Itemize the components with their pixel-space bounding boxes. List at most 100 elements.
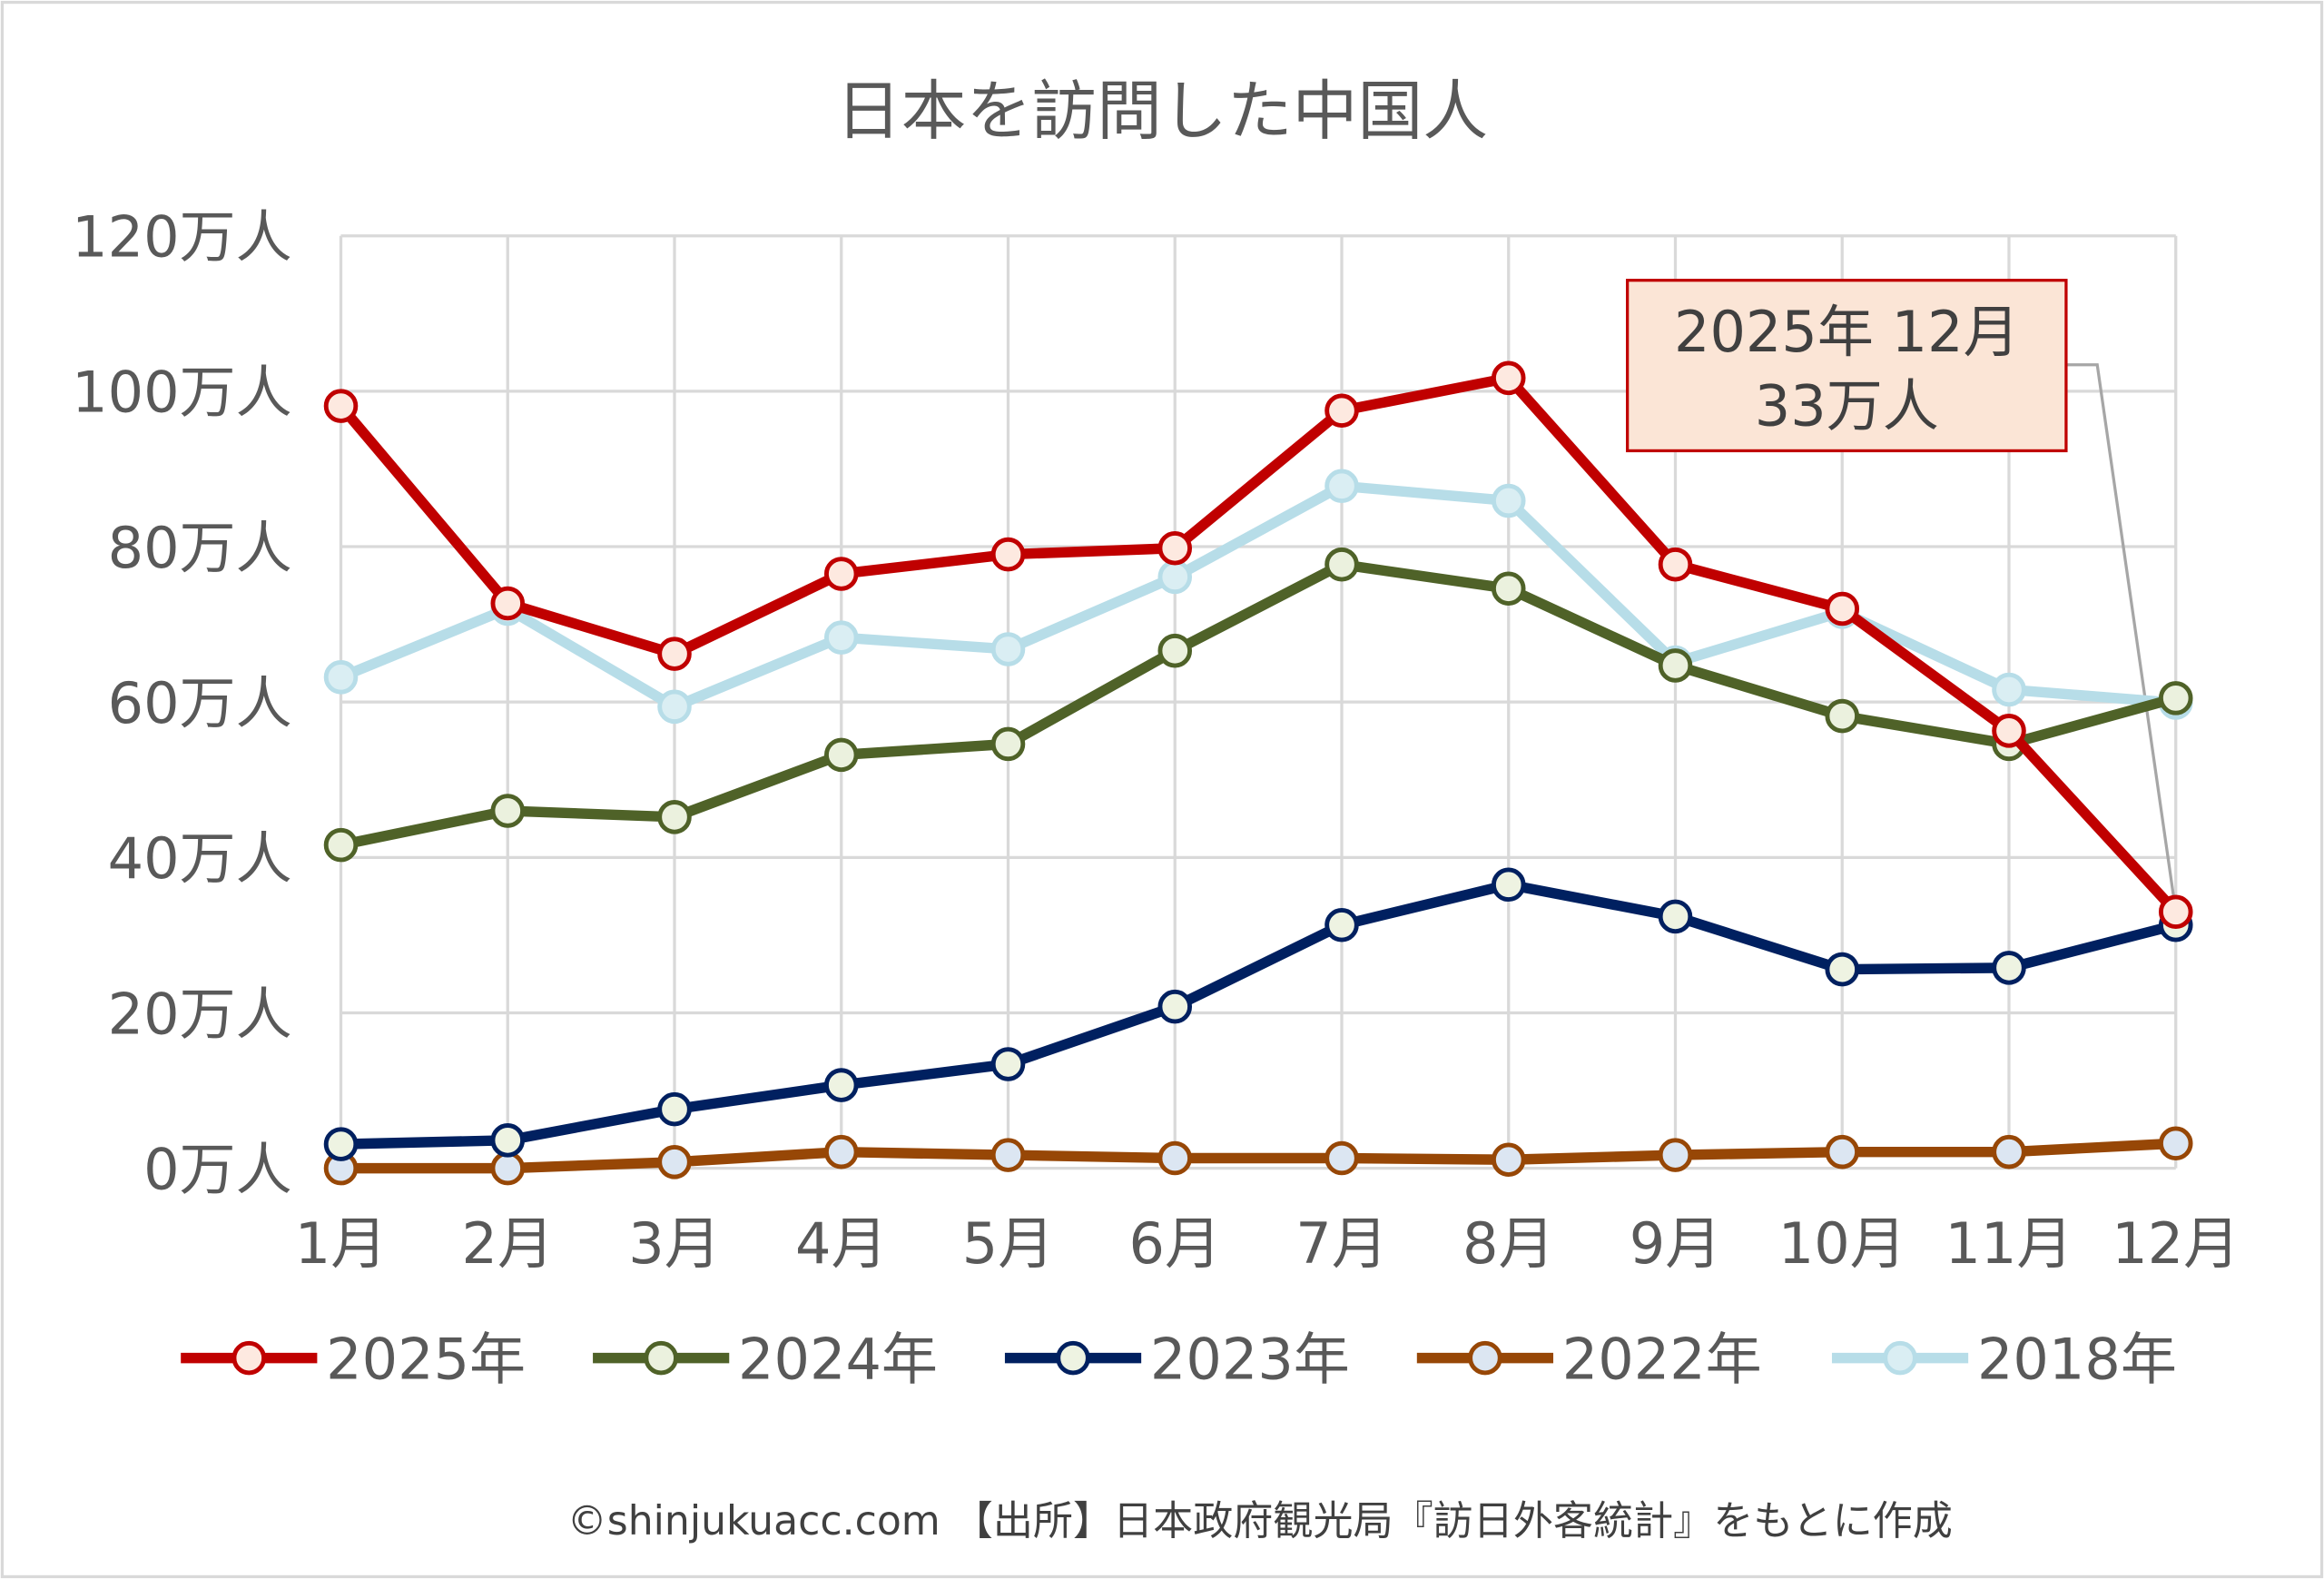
data-point xyxy=(1157,530,1193,566)
data-point xyxy=(990,1047,1026,1081)
annotation-callout: 2025年 12月 33万人 xyxy=(1626,279,2068,453)
x-tick-label: 12月 xyxy=(2112,1210,2240,1277)
annotation-line2: 33万人 xyxy=(1755,373,1939,439)
series-line xyxy=(340,558,2178,851)
data-point xyxy=(657,1145,692,1179)
data-point xyxy=(990,726,1026,762)
data-point xyxy=(990,632,1026,666)
data-point xyxy=(823,620,859,655)
data-point xyxy=(323,660,359,695)
data-point xyxy=(2158,1126,2193,1161)
data-point xyxy=(990,1138,1026,1172)
data-point xyxy=(1157,559,1193,595)
x-tick-label: 6月 xyxy=(1128,1210,1221,1277)
data-point xyxy=(1491,483,1526,518)
data-point xyxy=(2158,681,2193,715)
y-tick-label: 120万人 xyxy=(72,204,291,271)
data-point xyxy=(1491,1142,1526,1178)
data-point xyxy=(1324,547,1359,582)
x-tick-label: 2月 xyxy=(462,1210,555,1277)
data-point xyxy=(1157,989,1193,1024)
y-tick-label: 40万人 xyxy=(108,825,292,892)
legend-label: 2024年 xyxy=(738,1326,938,1392)
legend-item: 2018年 xyxy=(1831,1326,2177,1392)
legend-label: 2018年 xyxy=(1977,1326,2177,1392)
legend-marker xyxy=(231,1340,267,1376)
data-point xyxy=(1157,633,1193,668)
y-axis: 0万人 20万人 40万人 60万人 80万人 100万人 120万人 xyxy=(72,204,291,1203)
legend-label: 2025年 xyxy=(326,1326,526,1392)
x-tick-label: 5月 xyxy=(962,1210,1055,1277)
series-layer xyxy=(323,360,2193,1186)
data-point xyxy=(1658,1138,1693,1172)
series-2022 xyxy=(323,1126,2193,1186)
x-tick-label: 1月 xyxy=(295,1210,387,1277)
series-line xyxy=(337,372,2180,916)
series-2023 xyxy=(323,867,2193,1161)
data-point xyxy=(657,1091,692,1127)
data-point xyxy=(1825,698,1860,734)
data-point xyxy=(490,1123,526,1158)
series-line xyxy=(340,879,2178,1150)
data-point xyxy=(1825,952,1860,987)
data-point xyxy=(1825,591,1860,627)
x-axis: 1月 2月 3月 4月 5月 6月 7月 8月 9月 10月 11月 12月 xyxy=(295,1210,2240,1277)
legend-label: 2022年 xyxy=(1562,1326,1762,1392)
y-tick-label: 20万人 xyxy=(108,981,292,1047)
data-point xyxy=(1658,547,1693,582)
data-point xyxy=(490,586,526,621)
data-point xyxy=(823,1134,859,1169)
legend-marker xyxy=(644,1340,678,1376)
data-point xyxy=(1324,1140,1359,1176)
data-point xyxy=(1491,867,1526,903)
data-point xyxy=(1324,908,1359,942)
x-tick-label: 9月 xyxy=(1630,1210,1722,1277)
legend-item: 2025年 xyxy=(181,1326,526,1392)
y-tick-label: 100万人 xyxy=(72,360,291,426)
data-point xyxy=(1658,899,1693,934)
y-tick-label: 60万人 xyxy=(108,670,292,736)
legend-item: 2023年 xyxy=(1004,1326,1350,1392)
annotation-line1: 2025年 12月 xyxy=(1674,299,2020,365)
x-tick-label: 8月 xyxy=(1462,1210,1554,1277)
annotation-leader-line xyxy=(2065,363,2178,913)
data-point xyxy=(490,1150,526,1186)
series-2024 xyxy=(323,547,2193,863)
legend-marker xyxy=(1468,1340,1502,1376)
legend-marker xyxy=(1056,1340,1090,1376)
data-point xyxy=(657,800,692,834)
legend: 2025年 2024年 2023年 2022年 2018年 xyxy=(181,1326,2177,1392)
series-line xyxy=(340,1138,2177,1174)
annotation-box xyxy=(1626,279,2068,453)
data-point xyxy=(2158,894,2193,930)
data-point xyxy=(1491,360,1526,396)
x-tick-label: 10月 xyxy=(1778,1210,1906,1277)
data-point xyxy=(1157,1140,1193,1176)
x-tick-label: 4月 xyxy=(795,1210,888,1277)
legend-marker xyxy=(1883,1340,1917,1376)
data-point xyxy=(1992,1134,2026,1169)
chart-title: 日本を訪問した中国人 xyxy=(836,73,1488,149)
data-point xyxy=(1658,648,1693,683)
data-point xyxy=(490,794,526,828)
data-point xyxy=(1992,672,2026,707)
x-tick-label: 3月 xyxy=(628,1210,721,1277)
data-point xyxy=(657,637,692,671)
legend-item: 2022年 xyxy=(1416,1326,1762,1392)
x-tick-label: 11月 xyxy=(1945,1210,2073,1277)
data-point xyxy=(823,1068,859,1102)
series-2025 xyxy=(323,360,2193,930)
data-point xyxy=(323,827,359,863)
data-point xyxy=(823,557,859,591)
data-point xyxy=(657,689,692,725)
data-point xyxy=(1324,469,1359,504)
data-point xyxy=(1324,393,1359,429)
data-point xyxy=(323,389,359,423)
legend-item: 2024年 xyxy=(593,1326,938,1392)
y-tick-label: 0万人 xyxy=(143,1137,292,1203)
data-point xyxy=(1491,571,1526,607)
data-point xyxy=(1992,951,2026,985)
footer-source: ©shinjukuacc.com 【出所】日本政府観光局『訪日外客統計』をもとに… xyxy=(567,1498,1953,1544)
